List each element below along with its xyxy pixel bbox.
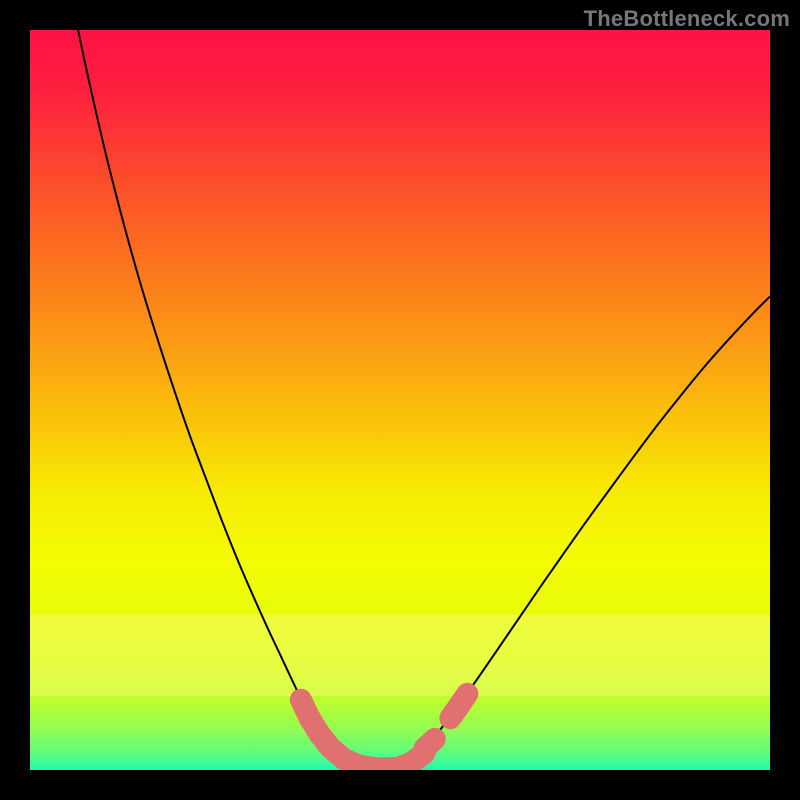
plot-area [30,30,770,770]
highlight-band [30,615,770,696]
marker-capsule [459,694,467,706]
marker-capsule [424,739,434,749]
plot-canvas [30,30,770,770]
watermark-text: TheBottleneck.com [584,6,790,32]
chart-frame: TheBottleneck.com [0,0,800,800]
